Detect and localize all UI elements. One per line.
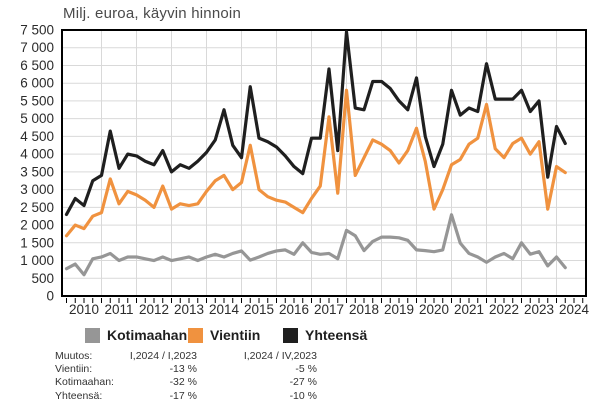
legend-label: Kotimaahan — [107, 327, 188, 343]
kotimaahan-swatch-icon — [85, 327, 100, 343]
y-axis-label: 3 500 — [20, 164, 54, 179]
x-axis-label: 2017 — [314, 302, 344, 317]
vientiin-swatch-icon — [188, 327, 203, 343]
x-axis-label: 2014 — [209, 302, 240, 317]
x-axis-label: 2015 — [244, 302, 274, 317]
y-axis-label: 6 500 — [20, 58, 54, 73]
x-axis-label: 2019 — [384, 302, 414, 317]
x-axis-label: 2024 — [559, 302, 590, 317]
stats-row-label: Vientiin: — [55, 363, 93, 376]
change-stats-table: Muutos: I,2024 / I,2023 I,2024 / IV,2023… — [55, 350, 317, 403]
series-line-yhteensä — [64, 30, 567, 217]
stats-cell: -32 % — [169, 376, 197, 389]
y-axis-label: 4 000 — [20, 147, 54, 162]
yhteensa-swatch-icon — [283, 327, 298, 343]
stats-header-col2: I,2024 / IV,2023 — [243, 350, 317, 362]
stats-cell: -10 % — [289, 389, 317, 402]
y-axis-label: 1 500 — [20, 235, 54, 250]
stats-header-col1: I,2024 / I,2023 — [129, 350, 197, 362]
legend-label: Vientiin — [210, 327, 261, 343]
legend-item-yhteensa: Yhteensä — [283, 327, 367, 343]
y-axis-label: 2 000 — [20, 218, 54, 233]
legend-item-vientiin: Vientiin — [188, 327, 260, 343]
y-axis-label: 7 500 — [20, 23, 54, 38]
stats-row-label: Yhteensä: — [55, 389, 103, 402]
x-axis-label: 2010 — [69, 302, 99, 317]
y-axis-label: 3 000 — [20, 182, 54, 197]
stats-row-header-label: Muutos: — [55, 350, 93, 362]
stats-cell: -17 % — [169, 389, 197, 402]
y-axis-label: 500 — [31, 271, 54, 286]
plot-frame — [61, 29, 587, 297]
series-line-vientiin — [64, 88, 567, 238]
x-axis-label: 2012 — [139, 302, 169, 317]
x-axis-label: 2018 — [349, 302, 379, 317]
y-axis-label: 4 500 — [20, 129, 54, 144]
x-axis-label: 2011 — [104, 302, 133, 317]
chart-legend: Kotimaahan Vientiin Yhteensä — [0, 327, 605, 345]
x-axis-label: 2022 — [489, 302, 519, 317]
x-axis-label: 2013 — [174, 302, 204, 317]
legend-label: Yhteensä — [305, 327, 368, 343]
y-axis-label: 7 000 — [20, 40, 54, 55]
stats-cell: -27 % — [289, 376, 317, 389]
x-axis-label: 2023 — [524, 302, 554, 317]
line-chart: 0 500 1 000 1 500 2 000 2 500 3 000 3 500 4 000 4… — [20, 23, 590, 318]
y-axis-label: 2 500 — [20, 200, 54, 215]
x-axis-label: 2021 — [454, 302, 484, 317]
series-line-kotimaahan — [64, 213, 567, 277]
legend-item-kotimaahan: Kotimaahan — [85, 327, 187, 343]
x-axis-label: 2020 — [419, 302, 449, 317]
stats-cell: -5 % — [295, 363, 317, 376]
chart-title: Milj. euroa, käyvin hinnoin — [63, 5, 241, 22]
y-axis-label: 5 500 — [20, 93, 54, 108]
x-axis-label: 2016 — [279, 302, 309, 317]
y-axis-label: 0 — [46, 289, 54, 304]
stats-cell: -13 % — [169, 363, 197, 376]
y-axis-label: 1 000 — [20, 253, 54, 268]
y-axis-label: 5 000 — [20, 111, 54, 126]
stats-row-label: Kotimaahan: — [55, 376, 114, 389]
y-axis-label: 6 000 — [20, 76, 54, 91]
